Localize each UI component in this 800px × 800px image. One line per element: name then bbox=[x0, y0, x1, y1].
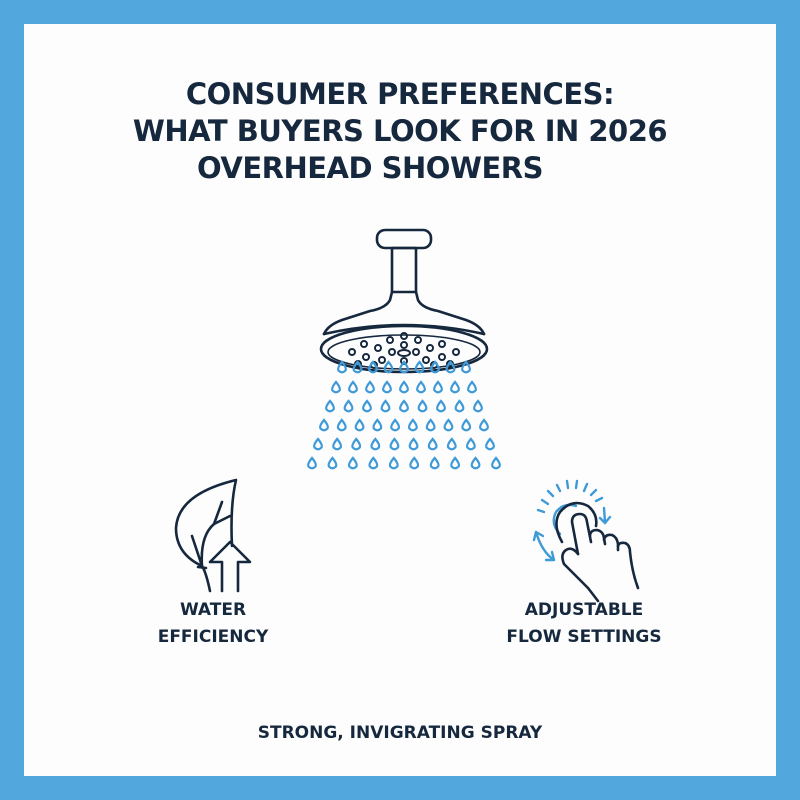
water-drop-icon bbox=[365, 380, 375, 394]
hand-tap-adjust-icon bbox=[532, 479, 640, 603]
water-drop-icon bbox=[425, 418, 436, 432]
water-drop-icon bbox=[417, 399, 428, 413]
water-drop-icon bbox=[473, 399, 483, 413]
feature-2-line-2: FLOW SETTINGS bbox=[506, 627, 662, 647]
water-drop-icon bbox=[348, 380, 358, 394]
water-drop-icon bbox=[408, 437, 419, 451]
water-drop-icon bbox=[370, 437, 381, 451]
shower-head-icon bbox=[307, 228, 501, 470]
water-drop-icon bbox=[337, 360, 347, 374]
water-drop-icon bbox=[450, 380, 460, 394]
water-drop-icon bbox=[409, 456, 420, 470]
water-drop-icon bbox=[307, 456, 317, 470]
water-drop-icon bbox=[465, 437, 476, 451]
water-drop-icon bbox=[325, 399, 335, 413]
water-drop-icon bbox=[332, 437, 343, 451]
water-drop-icon bbox=[354, 418, 365, 432]
feature-adjustable-flow: ADJUSTABLE FLOW SETTINGS bbox=[484, 597, 684, 651]
feature-water-efficiency: WATER EFFICIENCY bbox=[141, 597, 285, 651]
feature-1-line-2: EFFICIENCY bbox=[157, 627, 269, 647]
water-drop-icon bbox=[454, 399, 465, 413]
water-drop-icon bbox=[416, 380, 426, 394]
water-drop-icon bbox=[446, 437, 457, 451]
title-line-1: CONSUMER PREFERENCES: bbox=[185, 77, 615, 111]
water-drop-icon bbox=[461, 360, 471, 374]
water-drop-icon bbox=[479, 418, 489, 432]
feature-1-line-1: WATER bbox=[179, 600, 247, 620]
water-drop-icon bbox=[362, 399, 372, 413]
water-drop-icon bbox=[407, 418, 418, 432]
water-drop-icon bbox=[414, 360, 425, 374]
water-drop-icon bbox=[347, 456, 358, 470]
page-title: CONSUMER PREFERENCES: WHAT BUYERS LOOK F… bbox=[24, 76, 776, 187]
water-drop-icon bbox=[461, 418, 472, 432]
water-drop-icon bbox=[368, 456, 379, 470]
water-drop-icon bbox=[399, 360, 409, 374]
water-drop-icon bbox=[388, 456, 399, 470]
water-drop-icon bbox=[382, 380, 392, 394]
feature-2-line-1: ADJUSTABLE bbox=[524, 600, 644, 620]
water-drop-icon bbox=[383, 360, 394, 374]
water-drop-icon bbox=[436, 399, 446, 413]
water-drop-icon bbox=[372, 418, 383, 432]
water-drop-icon bbox=[450, 456, 461, 470]
water-drop-icon bbox=[467, 380, 477, 394]
infographic-panel: CONSUMER PREFERENCES: WHAT BUYERS LOOK F… bbox=[24, 24, 776, 776]
feature-3-line-1: STRONG, INVIGRATING SPRAY bbox=[257, 723, 543, 743]
water-drop-icon bbox=[327, 456, 338, 470]
water-drop-icon bbox=[470, 456, 481, 470]
leaf-arrow-up-icon bbox=[174, 478, 252, 593]
water-drop-icon bbox=[427, 437, 438, 451]
water-drop-icon bbox=[351, 437, 362, 451]
water-drop-icon bbox=[399, 399, 409, 413]
water-drop-icon bbox=[443, 418, 454, 432]
water-drop-icon bbox=[331, 380, 341, 394]
water-drop-icon bbox=[380, 399, 391, 413]
water-drop-icon bbox=[485, 437, 495, 451]
water-drop-icon bbox=[336, 418, 347, 432]
water-drop-icon bbox=[352, 360, 363, 374]
water-drop-icon bbox=[389, 437, 400, 451]
water-drop-icon bbox=[390, 418, 401, 432]
water-drop-icon bbox=[433, 380, 443, 394]
water-drop-icon bbox=[430, 360, 440, 374]
water-drop-icon bbox=[429, 456, 440, 470]
water-drop-icon bbox=[399, 380, 409, 394]
water-drop-icon bbox=[319, 418, 329, 432]
feature-strong-spray: STRONG, INVIGRATING SPRAY bbox=[200, 720, 600, 747]
title-line-3: OVERHEAD SHOWERS bbox=[197, 151, 543, 185]
water-drop-icon bbox=[343, 399, 354, 413]
water-drop-icon bbox=[368, 360, 378, 374]
water-drop-icon bbox=[313, 437, 323, 451]
water-drop-icon bbox=[491, 456, 501, 470]
title-line-2: WHAT BUYERS LOOK FOR IN 2026 bbox=[132, 114, 668, 148]
water-drop-icon bbox=[445, 360, 456, 374]
